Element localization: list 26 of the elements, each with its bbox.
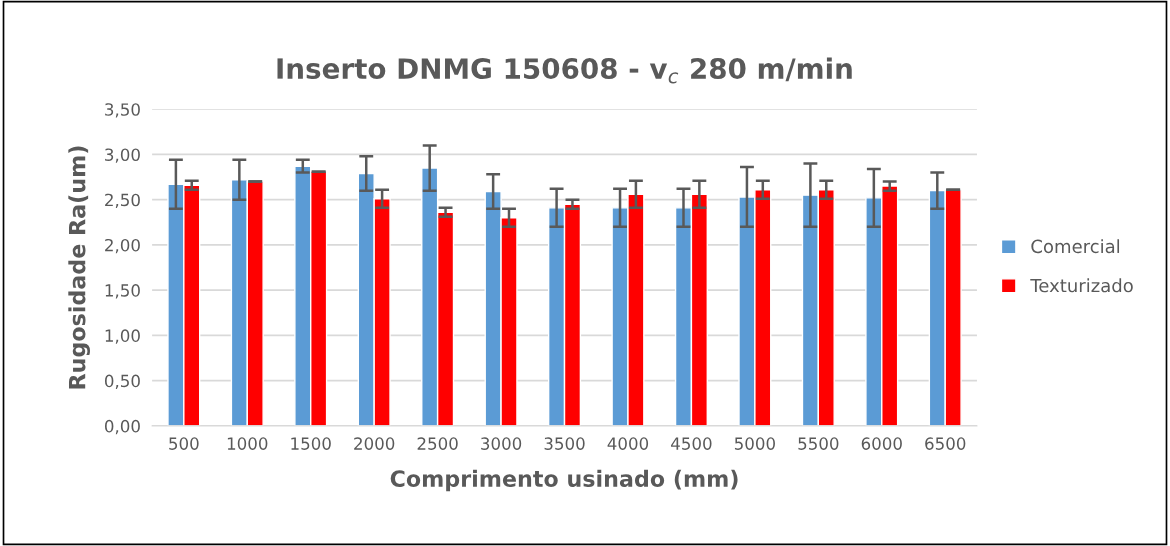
chart-title: Inserto DNMG 150608 - v$_{c}$ 280 m/min <box>277 57 852 84</box>
x-tick-label: 3000 <box>481 437 522 450</box>
legend-label: Texturizado <box>1030 278 1133 293</box>
x-tick-label: 500 <box>169 437 199 450</box>
x-tick-label: 1000 <box>227 437 268 450</box>
x-tick-label: 4500 <box>671 437 712 450</box>
x-tick-label: 6000 <box>861 437 902 450</box>
y-tick-label: 0,00 <box>104 419 140 435</box>
x-tick-label: 2000 <box>354 437 395 450</box>
y-tick-label: 2,50 <box>105 193 140 208</box>
legend-label: Comercial <box>1031 239 1120 254</box>
y-tick-label: 0,50 <box>104 374 140 389</box>
x-tick-label: 4000 <box>607 437 649 450</box>
y-tick-label: 1,00 <box>105 329 140 344</box>
x-tick-label: 3500 <box>544 437 585 450</box>
x-tick-label: 1500 <box>291 437 331 450</box>
x-tick-label: 6500 <box>925 437 966 450</box>
y-tick-label: 1,50 <box>105 284 140 299</box>
x-tick-label: 5000 <box>734 437 775 450</box>
x-axis-title: Comprimento usinado (mm) <box>390 469 738 492</box>
y-axis-title: Rugosidade Ra(um) <box>68 146 90 389</box>
y-tick-label: 3,50 <box>105 103 140 118</box>
y-tick-label: 2,00 <box>105 238 140 254</box>
x-tick-label: 5500 <box>798 437 839 450</box>
x-tick-label: 2500 <box>417 437 458 450</box>
y-tick-label: 3,00 <box>105 148 140 163</box>
